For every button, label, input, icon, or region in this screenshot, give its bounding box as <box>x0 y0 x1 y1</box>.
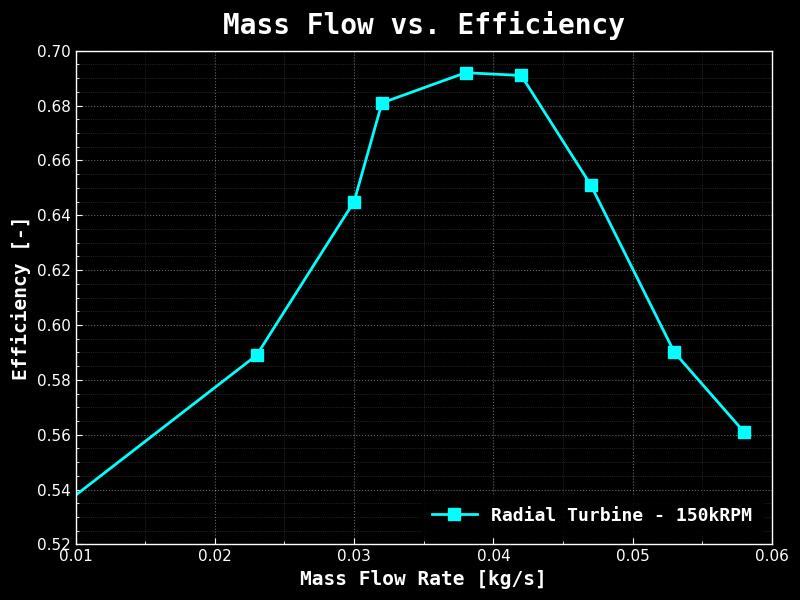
Radial Turbine - 150kRPM <box>461 69 470 76</box>
Radial Turbine - 150kRPM <box>586 182 596 189</box>
Radial Turbine - 150kRPM <box>252 352 262 359</box>
Radial Turbine - 150kRPM <box>517 72 526 79</box>
Radial Turbine - 150kRPM <box>739 428 749 436</box>
Radial Turbine - 150kRPM <box>377 99 386 106</box>
Radial Turbine - 150kRPM <box>670 349 679 356</box>
X-axis label: Mass Flow Rate [kg/s]: Mass Flow Rate [kg/s] <box>300 570 547 589</box>
Line: Radial Turbine - 150kRPM: Radial Turbine - 150kRPM <box>56 67 750 512</box>
Legend: Radial Turbine - 150kRPM: Radial Turbine - 150kRPM <box>421 496 763 535</box>
Title: Mass Flow vs. Efficiency: Mass Flow vs. Efficiency <box>222 11 625 40</box>
Radial Turbine - 150kRPM <box>350 198 359 205</box>
Y-axis label: Efficiency [-]: Efficiency [-] <box>11 215 31 380</box>
Radial Turbine - 150kRPM <box>57 502 66 509</box>
